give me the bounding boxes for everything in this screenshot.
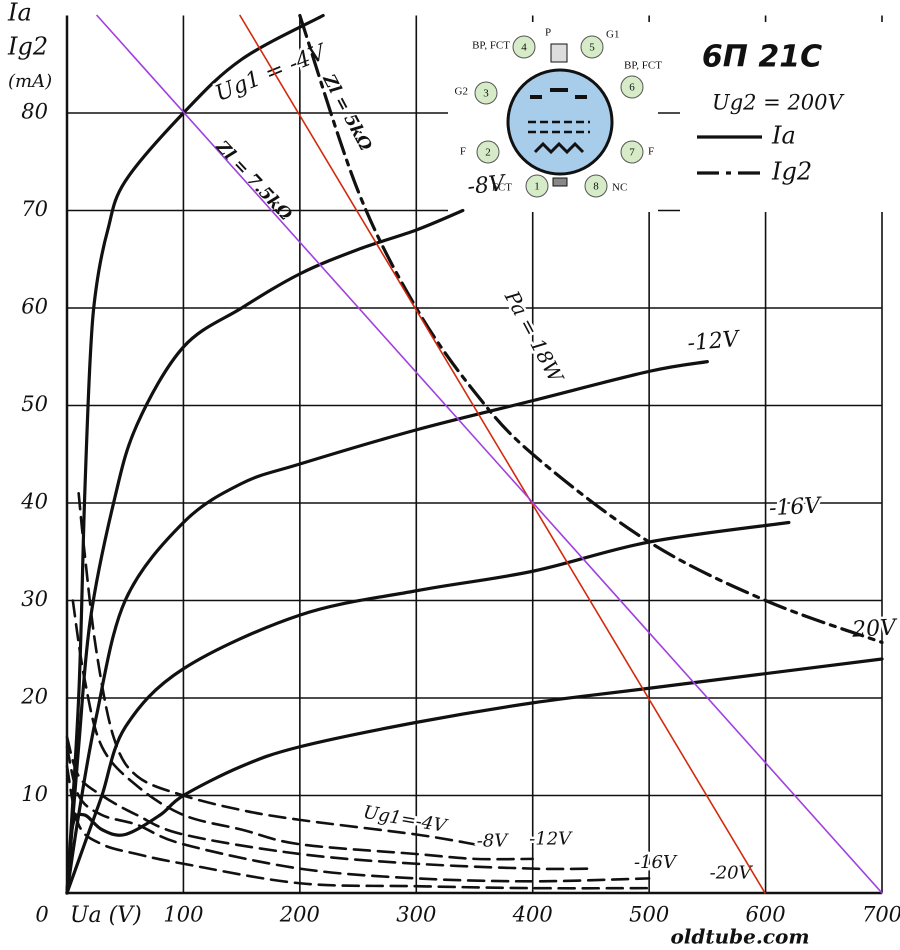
x-tick-label: 200 (279, 903, 320, 927)
pin (620, 140, 644, 164)
series-line (65, 764, 651, 890)
series-line (77, 491, 476, 846)
series-line (298, 13, 884, 645)
y-tick-label: 40 (20, 490, 48, 514)
pin (584, 174, 608, 198)
y-tick-label: 80 (21, 100, 48, 124)
series-label: -16V (768, 493, 823, 521)
pin-number: 8 (593, 181, 599, 193)
pin (525, 174, 549, 198)
series-line (65, 360, 709, 895)
series-line (65, 520, 791, 895)
pin-label: F (460, 146, 466, 158)
pin-number: 7 (629, 147, 635, 159)
y-axis-label: (mA) (8, 71, 52, 92)
pin-label: G1 (606, 29, 619, 41)
y-tick-label: 70 (21, 197, 48, 221)
tube-key (552, 177, 568, 187)
pin-label: BP, FCT (472, 40, 510, 52)
x-axis-label: Ua (V) (70, 903, 142, 928)
pin-cap-label: P (545, 27, 551, 39)
chart-subtitle: Ug2 = 200V (712, 91, 845, 115)
y-axis-label: Ia (7, 0, 32, 27)
series-label: -20V (710, 863, 754, 884)
tube-plate (530, 88, 587, 99)
pin (580, 35, 604, 59)
series-line (65, 208, 465, 895)
pin-number: 6 (629, 82, 635, 94)
y-tick-label: 50 (21, 392, 48, 416)
series-line (65, 657, 884, 895)
pin-number: 2 (485, 147, 491, 159)
pin-number: 5 (589, 42, 595, 54)
pin-number: 1 (534, 181, 540, 193)
y-tick-label: 10 (21, 782, 48, 806)
legend-panel (680, 22, 885, 212)
tube-cathode (533, 141, 585, 155)
watermark: oldtube.com (670, 925, 809, 949)
pin (512, 35, 536, 59)
x-tick-label: 300 (396, 903, 436, 927)
series-label: -12V (529, 828, 573, 849)
pin-number: 4 (521, 42, 527, 54)
series-line (65, 13, 325, 895)
x-tick-label: 700 (862, 903, 900, 927)
pin-label: BP, FCT (624, 60, 662, 72)
series-line (96, 14, 883, 894)
series-line (71, 599, 535, 861)
legend-label: Ia (771, 122, 796, 150)
series-label: -8V (477, 830, 510, 851)
y-tick-label: 30 (21, 587, 48, 611)
pin-label: F (648, 146, 654, 158)
x-tick-label: 400 (512, 903, 553, 927)
pin-label: FCT (492, 182, 512, 194)
series-line (65, 745, 651, 883)
series-label: -12V (686, 327, 741, 357)
series-line (65, 735, 593, 871)
legend-label: Ig2 (771, 158, 812, 186)
x-tick-label: 500 (629, 903, 669, 927)
x-tick-label: 600 (746, 903, 786, 927)
y-axis-label: Ig2 (7, 33, 48, 61)
pin-number: 3 (483, 88, 489, 100)
pin-label: NC (612, 182, 627, 194)
tube-grids (528, 120, 590, 134)
x-tick-label: 0 (35, 903, 48, 927)
series-line (239, 14, 766, 894)
pin (620, 75, 644, 99)
x-tick-label: 100 (163, 903, 203, 927)
y-tick-label: 20 (20, 685, 48, 709)
chart-title: 6П 21С (702, 40, 822, 75)
series-label: -16V (634, 852, 678, 873)
pin (476, 140, 500, 164)
pin-label: G2 (455, 86, 468, 98)
y-tick-label: 60 (21, 295, 48, 319)
tube-cap (550, 43, 568, 63)
pin (474, 81, 498, 105)
